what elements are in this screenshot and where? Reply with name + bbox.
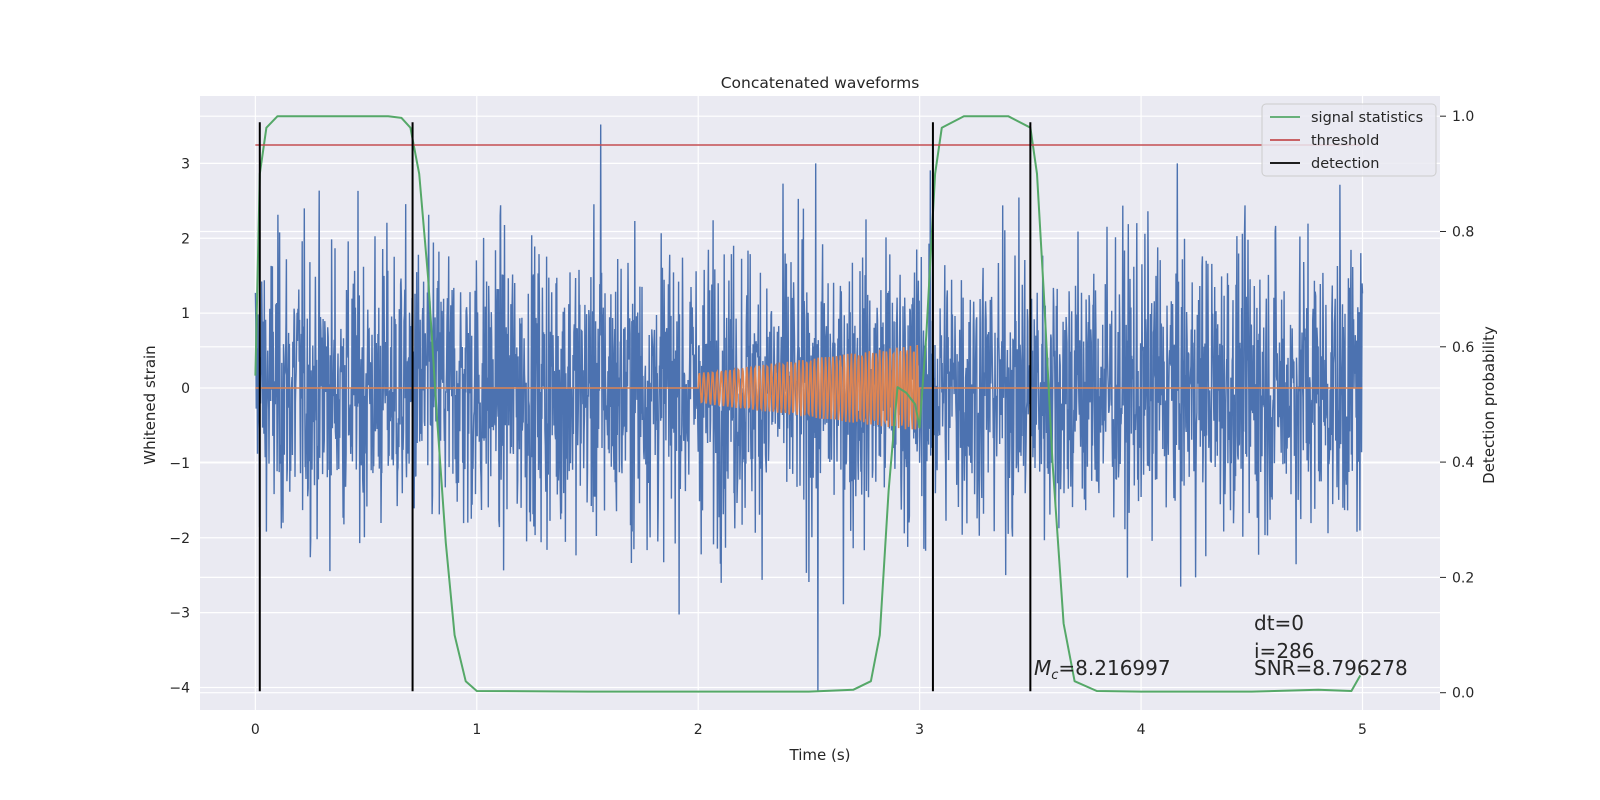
chirp-mass-subscript: c <box>1051 668 1058 683</box>
x-axis-label: Time (s) <box>789 746 851 764</box>
y-tick-label: −1 <box>169 456 190 472</box>
y-tick-label: 0 <box>181 381 190 397</box>
legend-box <box>1261 103 1437 177</box>
y-tick-label: 3 <box>181 156 190 172</box>
chirp-mass-annotation: Mc=8.216997 <box>1034 656 1171 683</box>
chirp-mass-value: =8.216997 <box>1058 656 1170 680</box>
y-tick-label: −3 <box>169 606 190 622</box>
y2-tick-label: 0.2 <box>1452 570 1474 586</box>
y2-tick-label: 0.6 <box>1452 340 1474 356</box>
chirp-mass-symbol: M <box>1034 656 1051 680</box>
chart-title: Concatenated waveforms <box>721 74 920 92</box>
legend-label-threshold: threshold <box>1311 133 1379 149</box>
signal-statistics-series <box>254 115 1362 693</box>
template-line <box>255 344 1363 430</box>
x-tick-label: 0 <box>251 722 260 738</box>
y-tick-label: −2 <box>169 531 190 547</box>
y-tick-label: 1 <box>181 306 190 322</box>
x-tick-label: 2 <box>694 722 703 738</box>
y2-tick-label: 0.8 <box>1452 224 1474 240</box>
y2-axis-label: Detection probability <box>1480 326 1498 484</box>
y-tick-label: 2 <box>181 231 190 247</box>
snr-annotation: SNR=8.796278 <box>1254 656 1408 680</box>
legend-label-signal-statistics: signal statistics <box>1311 110 1423 126</box>
x-tick-label: 4 <box>1137 722 1146 738</box>
template-waveform-series <box>255 344 1363 430</box>
y2-tick-label: 1.0 <box>1452 109 1474 125</box>
strain-line <box>254 124 1364 692</box>
x-tick-label: 5 <box>1358 722 1367 738</box>
x-tick-label: 1 <box>472 722 481 738</box>
legend: signal statistics threshold detection <box>1261 103 1437 177</box>
x-tick-label: 3 <box>915 722 924 738</box>
y-tick-label: −4 <box>169 681 190 697</box>
y-axis-label: Whitened strain <box>141 345 159 464</box>
y2-tick-label: 0.4 <box>1452 455 1474 471</box>
detection-series <box>258 122 1032 692</box>
legend-label-detection: detection <box>1311 156 1379 172</box>
signal-statistics-line <box>254 115 1362 693</box>
whitened-strain-series <box>254 124 1364 692</box>
index-annotation: i=286 <box>1254 639 1315 663</box>
text-annotations: dt=0 i=286 SNR=8.796278 Mc=8.216997 <box>1034 611 1408 683</box>
y2-tick-label: 0.0 <box>1452 686 1474 702</box>
axis-ticks: 0 1 2 3 4 5 −4 −3 −2 −1 0 1 2 3 0.0 0.2 0.4 0.6 0.8 1.0 <box>169 109 1474 738</box>
dt-annotation: dt=0 <box>1254 611 1304 635</box>
